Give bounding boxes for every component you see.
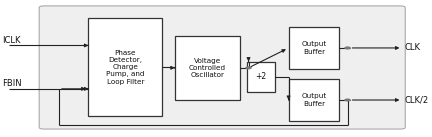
Text: FBIN: FBIN — [2, 79, 22, 88]
Circle shape — [345, 47, 350, 49]
Text: ICLK: ICLK — [2, 36, 21, 45]
Text: Output
Buffer: Output Buffer — [301, 41, 327, 55]
FancyBboxPatch shape — [289, 27, 339, 68]
Text: Output
Buffer: Output Buffer — [301, 93, 327, 107]
Text: CLK: CLK — [404, 43, 420, 52]
FancyBboxPatch shape — [289, 79, 339, 121]
Circle shape — [246, 67, 251, 69]
FancyBboxPatch shape — [175, 36, 240, 100]
Text: CLK/2: CLK/2 — [404, 95, 429, 105]
Circle shape — [345, 99, 350, 101]
Text: Voltage
Controlled
Oscillator: Voltage Controlled Oscillator — [189, 58, 226, 78]
FancyBboxPatch shape — [89, 18, 162, 116]
FancyBboxPatch shape — [247, 62, 275, 92]
Text: Phase
Detector,
Charge
Pump, and
Loop Filter: Phase Detector, Charge Pump, and Loop Fi… — [106, 50, 145, 85]
FancyBboxPatch shape — [39, 6, 405, 129]
Text: +2: +2 — [255, 72, 267, 81]
